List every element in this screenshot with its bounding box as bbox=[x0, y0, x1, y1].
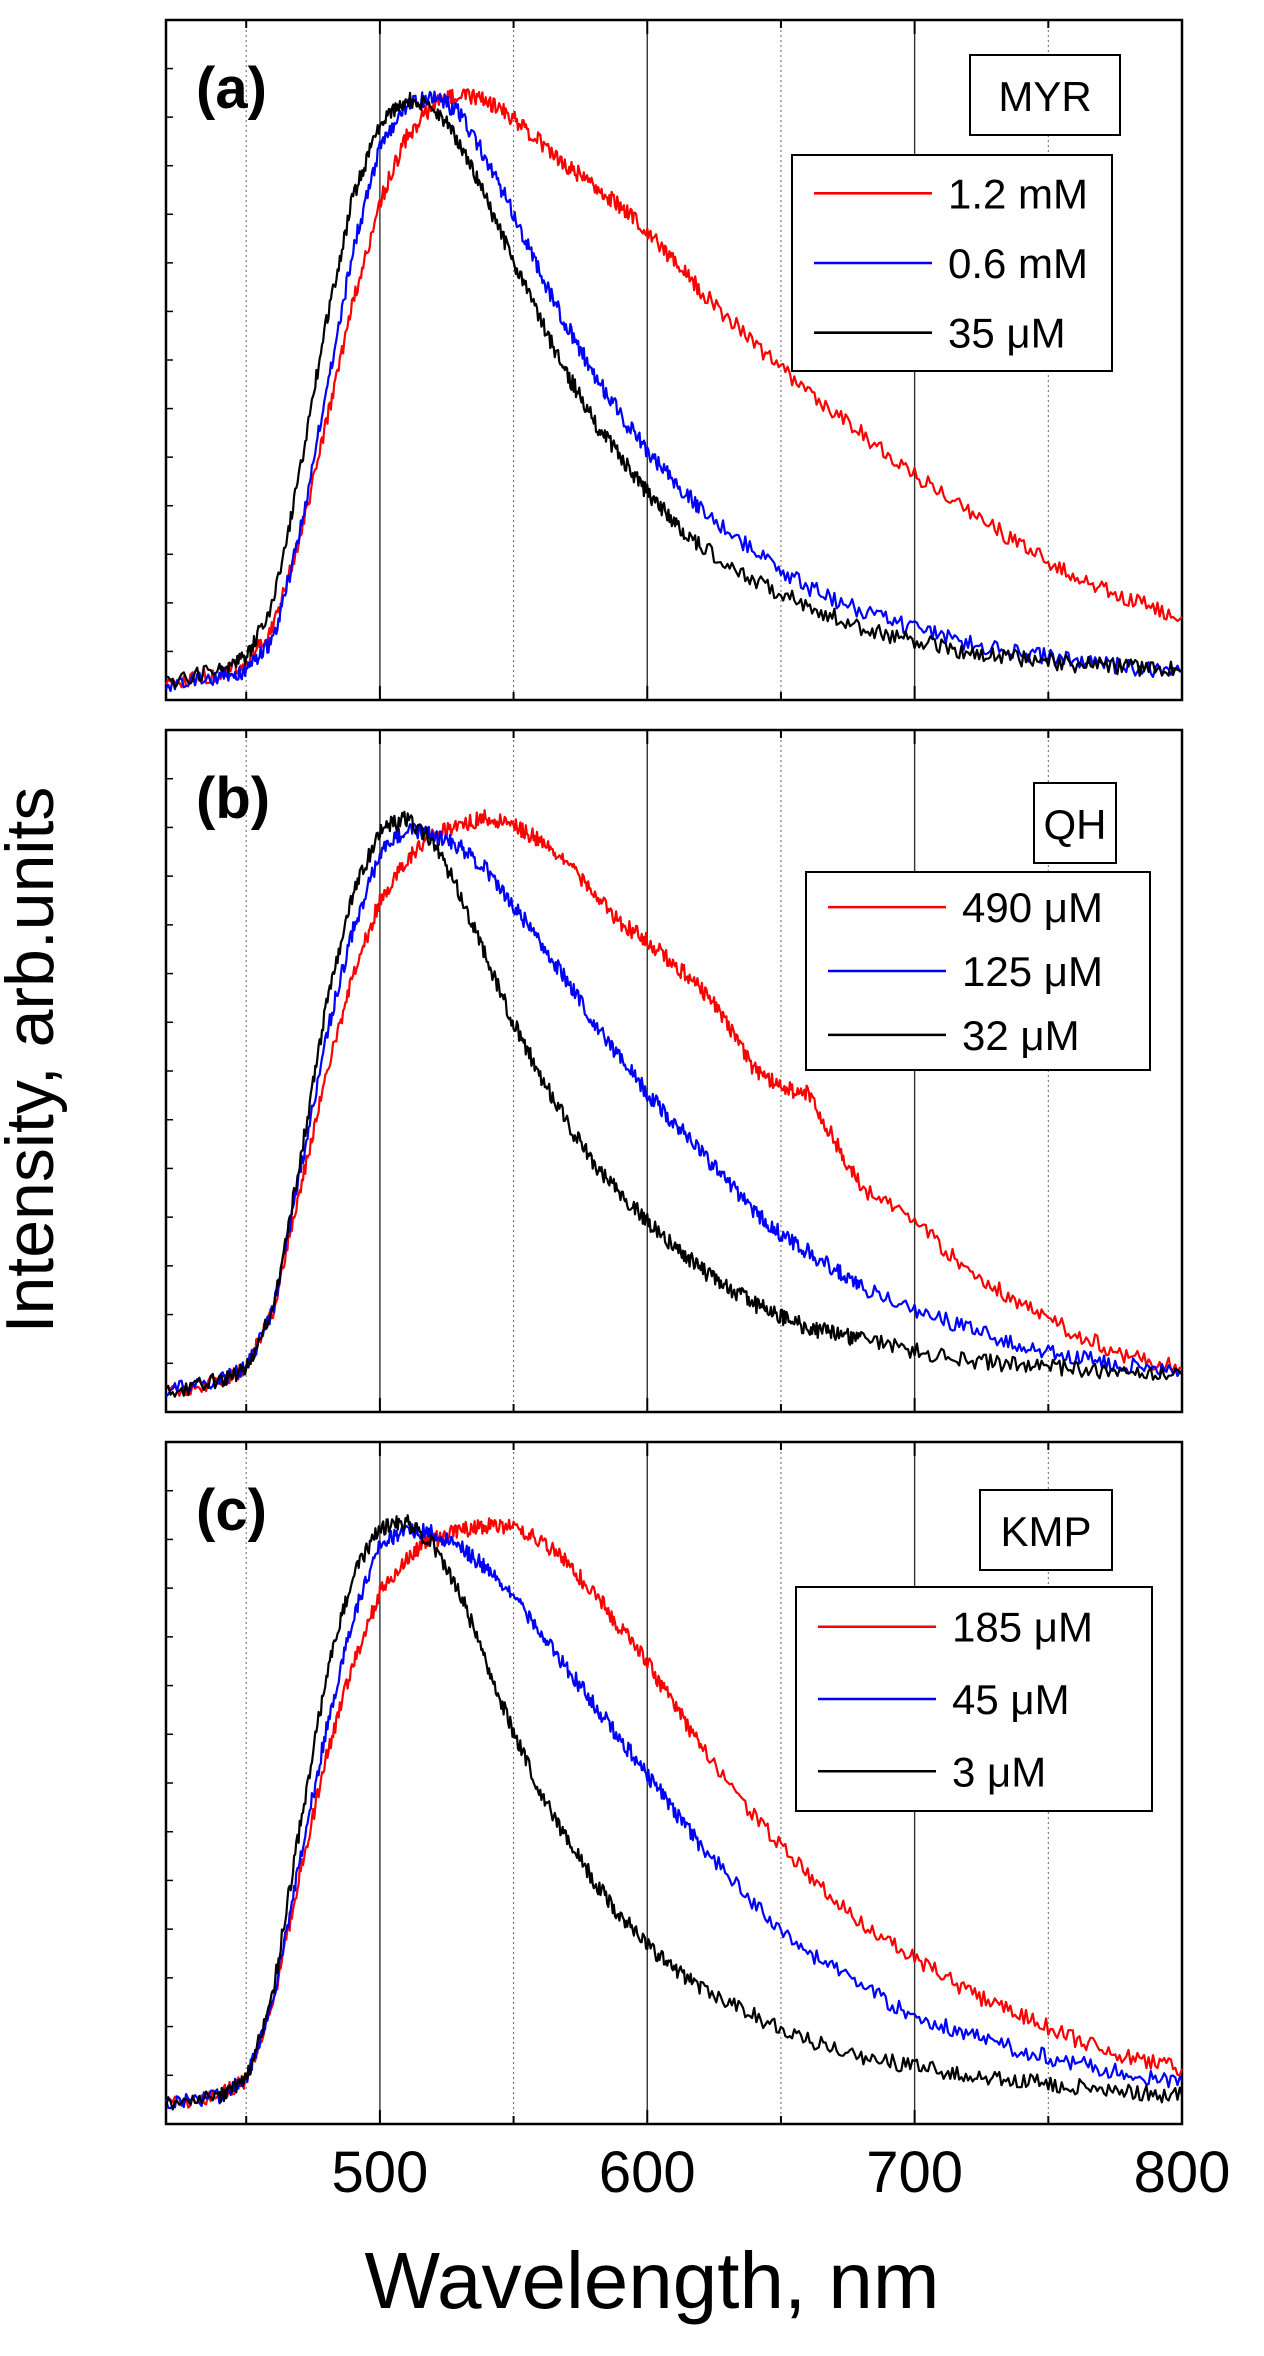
legend-label: 45 μM bbox=[952, 1676, 1070, 1723]
legend-label: 185 μM bbox=[952, 1604, 1093, 1651]
legend-label: 35 μM bbox=[948, 310, 1066, 357]
x-axis-label: Wavelength, nm bbox=[364, 2236, 940, 2325]
panel-label: (b) bbox=[196, 766, 270, 831]
x-tick-label: 800 bbox=[1134, 2140, 1231, 2205]
y-axis-label: Intensity, arb.units bbox=[0, 786, 68, 1334]
x-tick-label: 600 bbox=[599, 2140, 696, 2205]
compound-tag: KMP bbox=[1000, 1508, 1091, 1555]
compound-tag: MYR bbox=[998, 73, 1091, 120]
compound-tag: QH bbox=[1044, 801, 1107, 848]
panel-kmp: (c) KMP 185 μM 45 μM 3 μM bbox=[164, 1440, 1184, 2126]
series-line-3 bbox=[165, 810, 1183, 1398]
series-line-1 bbox=[165, 88, 1183, 689]
legend-label: 0.6 mM bbox=[948, 240, 1088, 287]
series-line-2 bbox=[164, 1522, 1183, 2110]
series-line-3 bbox=[164, 1514, 1184, 2111]
panel-myr: (a) MYR 1.2 mM 0.6 mM 35 μM bbox=[164, 18, 1184, 702]
legend-label: 1.2 mM bbox=[948, 170, 1088, 217]
panel-label: (a) bbox=[196, 56, 267, 121]
x-tick-label: 700 bbox=[866, 2140, 963, 2205]
compound-tag-box bbox=[979, 1489, 1113, 1571]
series-line-3 bbox=[165, 91, 1183, 689]
panel-qh: (b) QH 490 μM 125 μM 32 μM bbox=[164, 728, 1184, 1414]
series-line-2 bbox=[165, 822, 1183, 1398]
compound-tag-box bbox=[1033, 782, 1117, 864]
legend-label: 3 μM bbox=[952, 1748, 1046, 1795]
series-line-1 bbox=[165, 1517, 1184, 2109]
series-line-1 bbox=[165, 809, 1183, 1397]
panel-label: (c) bbox=[196, 1478, 267, 1543]
x-tick-label: 500 bbox=[332, 2140, 429, 2205]
legend-label: 490 μM bbox=[962, 884, 1103, 931]
compound-tag-box bbox=[969, 54, 1121, 136]
legend-label: 32 μM bbox=[962, 1012, 1080, 1059]
legend-label: 125 μM bbox=[962, 948, 1103, 995]
